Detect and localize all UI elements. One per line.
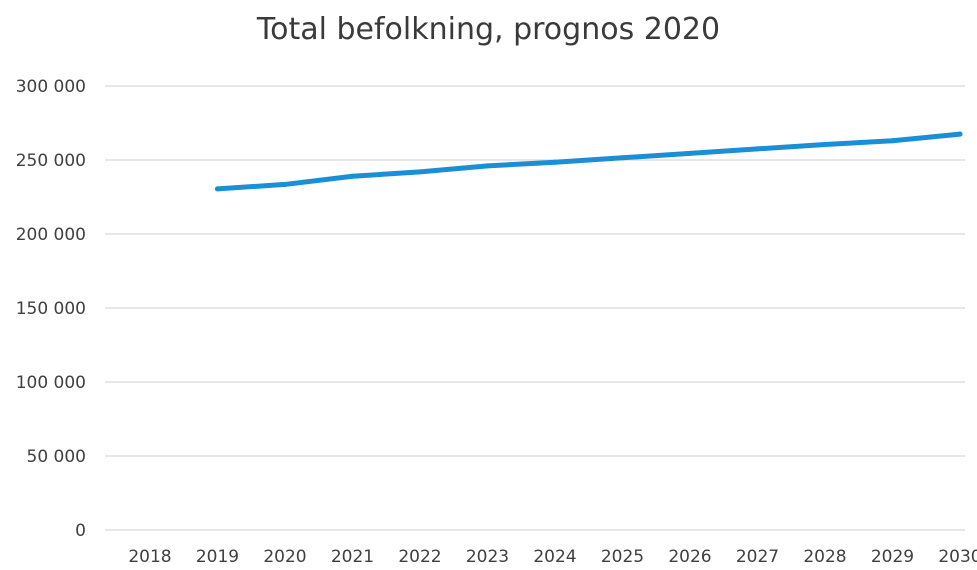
data-point [620, 155, 625, 161]
x-tick-label: 2020 [263, 547, 306, 567]
x-tick-label: 2022 [398, 547, 441, 567]
x-tick-label: 2026 [668, 547, 711, 567]
data-point [890, 138, 895, 144]
x-tick-label: 2018 [128, 547, 171, 567]
series-layer [215, 131, 963, 192]
x-tick-label: 2025 [601, 547, 644, 567]
y-tick-label: 100 000 [16, 373, 86, 393]
x-tick-label: 2030 [938, 547, 977, 567]
data-point [552, 159, 558, 165]
data-point [282, 181, 288, 187]
x-tick-label: 2024 [533, 547, 576, 567]
data-point [687, 150, 693, 156]
y-tick-label: 300 000 [16, 77, 86, 97]
data-point [215, 186, 220, 192]
data-point [485, 163, 490, 169]
chart-title: Total befolkning, prognos 2020 [256, 12, 721, 47]
x-axis-ticks: 2018 2019 2020 2021 2022 2023 2024 2025 2026 2027… [128, 547, 977, 567]
y-tick-label: 250 000 [16, 151, 86, 171]
x-tick-label: 2023 [466, 547, 509, 567]
data-point [350, 173, 355, 179]
data-point [755, 146, 760, 152]
data-point [822, 141, 828, 147]
data-point [417, 169, 423, 175]
x-tick-label: 2021 [331, 547, 374, 567]
series-line [215, 131, 963, 192]
gridlines [105, 85, 965, 531]
x-tick-label: 2027 [736, 547, 779, 567]
data-point [957, 131, 963, 137]
y-tick-label: 150 000 [16, 299, 86, 319]
y-tick-label: 0 [75, 521, 86, 541]
x-tick-label: 2019 [196, 547, 239, 567]
x-tick-label: 2029 [871, 547, 914, 567]
y-tick-label: 200 000 [16, 225, 86, 245]
y-axis-ticks: 0 50 000 100 000 150 000 200 000 250 000 300 0… [16, 77, 86, 541]
y-tick-label: 50 000 [27, 447, 86, 467]
x-tick-label: 2028 [803, 547, 846, 567]
